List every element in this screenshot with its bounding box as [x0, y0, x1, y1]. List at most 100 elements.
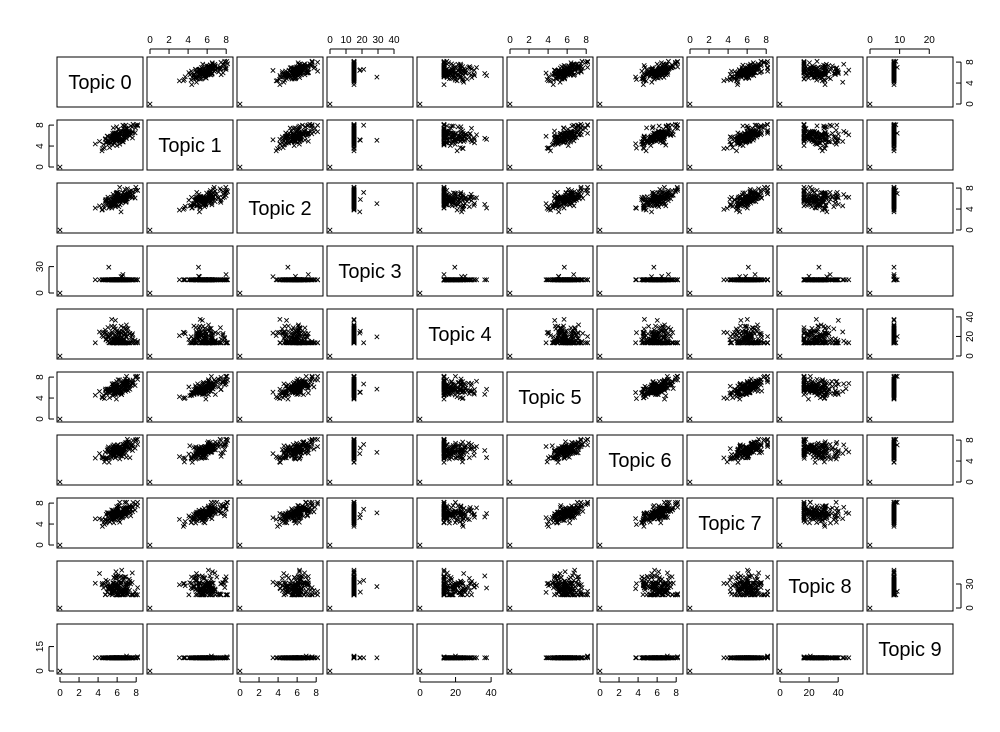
panel-3-4 [416, 245, 504, 297]
panel-frame [56, 119, 144, 171]
data-point [315, 68, 321, 74]
data-point [327, 101, 333, 107]
data-point [273, 148, 279, 154]
panel-3-6 [596, 245, 684, 297]
data-point [554, 189, 560, 195]
data-point [665, 271, 671, 278]
data-point [460, 64, 466, 70]
panel-1-3 [326, 119, 414, 171]
data-point [277, 141, 283, 147]
data-point [277, 74, 283, 80]
panel-frame [776, 56, 864, 108]
data-point [237, 164, 243, 170]
data-point [597, 164, 603, 170]
data-point [291, 143, 297, 149]
panel-frame [236, 56, 324, 108]
data-point [92, 277, 98, 283]
data-point [662, 65, 668, 71]
panel-2-0 [56, 182, 144, 234]
data-point [740, 123, 746, 129]
data-point [474, 64, 480, 71]
data-point [649, 209, 655, 215]
data-point [92, 141, 98, 147]
data-point [188, 194, 195, 200]
data-point [207, 69, 213, 75]
data-point [846, 67, 852, 73]
data-point [649, 79, 655, 85]
data-point [561, 125, 567, 131]
data-point [827, 189, 833, 195]
data-point [351, 82, 357, 88]
data-point [304, 70, 310, 76]
data-point [471, 71, 477, 77]
data-point [270, 67, 276, 73]
data-point [640, 82, 646, 88]
panel-0-8 [776, 56, 864, 108]
data-point [597, 227, 603, 233]
data-point [302, 70, 308, 76]
data-point [275, 78, 281, 84]
panel-frame [56, 245, 144, 297]
data-point [563, 71, 569, 77]
panel-frame [506, 56, 594, 108]
data-point [221, 66, 228, 72]
data-point [285, 264, 291, 270]
panel-3-1 [146, 245, 234, 297]
data-point [831, 204, 837, 210]
data-point [193, 67, 199, 73]
data-point [891, 82, 897, 88]
data-point [816, 264, 822, 270]
data-point [222, 62, 228, 68]
panel-frame [326, 119, 414, 171]
data-point [417, 227, 423, 233]
data-point [218, 59, 224, 65]
data-point [455, 61, 461, 67]
data-point [449, 69, 455, 75]
data-point [867, 164, 873, 170]
data-point [281, 79, 287, 85]
data-point [107, 145, 113, 151]
data-point [721, 146, 727, 152]
data-point [460, 76, 466, 82]
data-point [597, 290, 603, 296]
data-point [546, 74, 552, 80]
data-point [128, 123, 134, 129]
panel-frame [776, 245, 864, 297]
data-point [660, 72, 666, 78]
data-point [215, 65, 221, 71]
data-point [200, 61, 206, 67]
data-point [305, 62, 311, 68]
data-point [721, 277, 727, 283]
data-point [556, 209, 562, 215]
data-point [106, 264, 112, 270]
data-point [752, 271, 758, 278]
data-point [468, 125, 475, 131]
data-point [357, 196, 363, 203]
panel-1-5 [506, 119, 594, 171]
data-point [460, 78, 466, 84]
data-point [327, 164, 333, 170]
data-point [561, 264, 567, 270]
data-point [829, 123, 835, 129]
data-point [670, 64, 676, 70]
data-point [765, 277, 771, 283]
data-point [721, 78, 727, 84]
data-point [728, 194, 734, 200]
data-point [441, 59, 447, 65]
data-point [417, 290, 423, 296]
panel-1-9 [866, 119, 954, 171]
data-point [724, 205, 730, 211]
data-point [482, 135, 488, 141]
data-point [458, 70, 464, 76]
data-point [672, 59, 678, 65]
data-point [110, 125, 116, 131]
data-point [841, 192, 847, 198]
data-point [583, 59, 589, 65]
panel-0-4 [416, 56, 504, 108]
data-point [482, 70, 488, 77]
data-point [374, 137, 380, 143]
data-point [807, 184, 813, 190]
data-point [814, 187, 820, 193]
data-point [201, 69, 207, 75]
